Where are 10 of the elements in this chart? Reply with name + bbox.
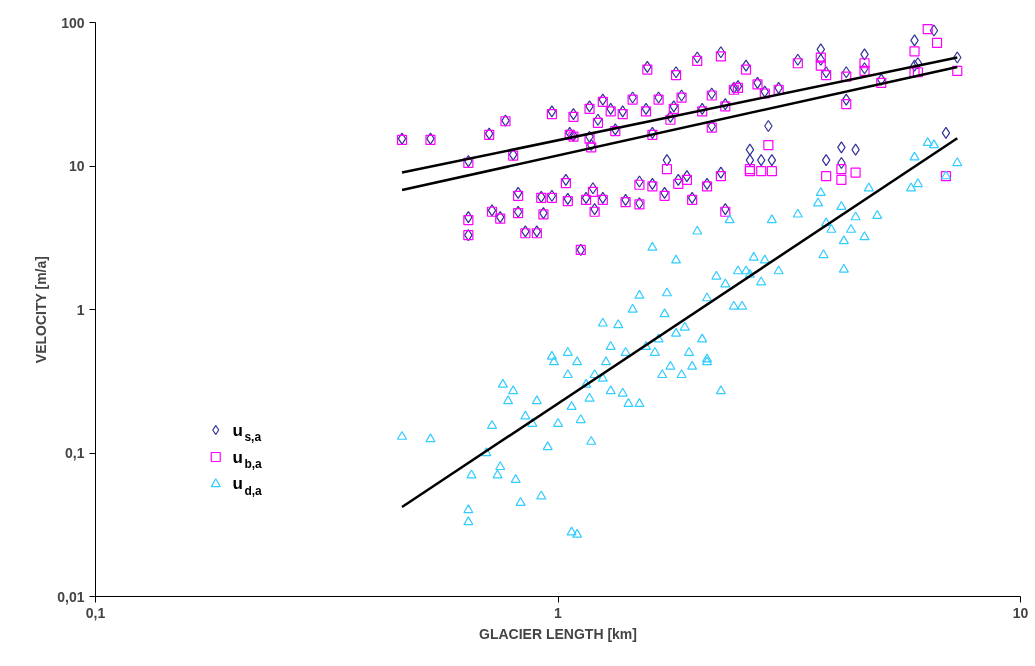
y-tick-label: 1	[76, 301, 85, 318]
y-tick-label: 100	[61, 14, 85, 31]
y-tick-label: 0,1	[65, 445, 85, 461]
x-axis-title: GLACIER LENGTH [km]	[479, 625, 637, 642]
y-tick-label: 10	[68, 158, 85, 174]
y-axis-title: VELOCITY [m/a]	[33, 256, 50, 364]
x-tick-label: 0,1	[85, 604, 106, 621]
x-tick-label: 1	[554, 604, 563, 621]
y-tick-label: 0,01	[57, 588, 85, 605]
x-tick-label: 10	[1012, 604, 1029, 621]
